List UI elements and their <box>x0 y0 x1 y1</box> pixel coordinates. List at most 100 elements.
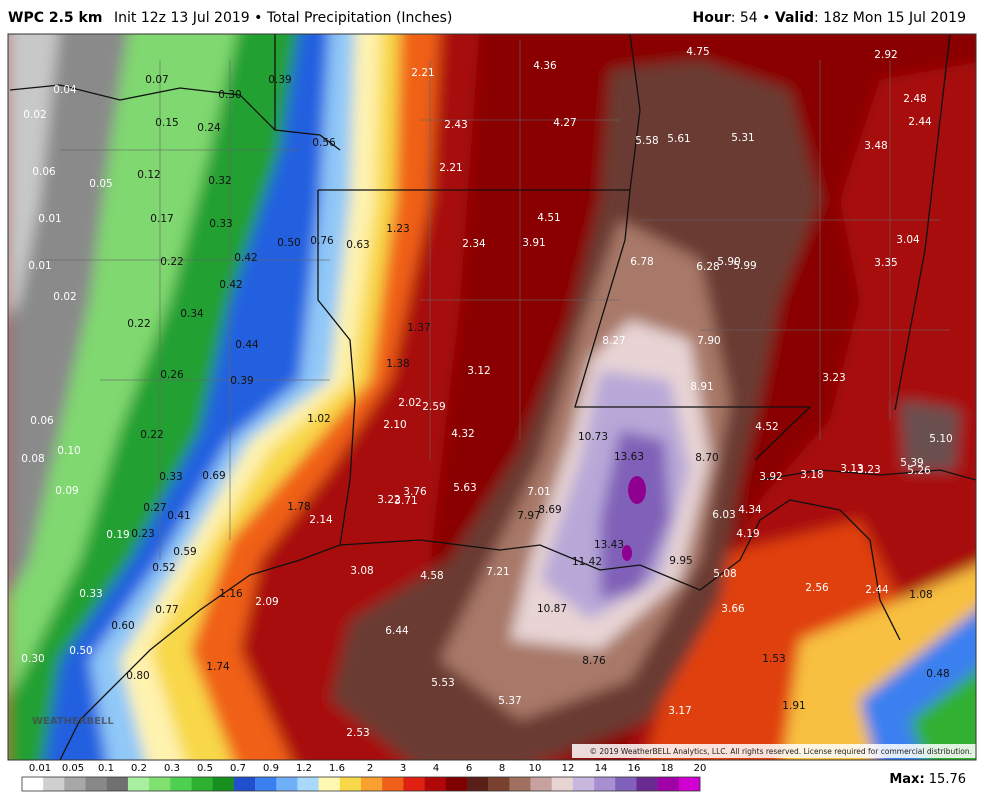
valid-label: Valid <box>775 10 814 26</box>
precip-label: 0.42 <box>234 252 257 264</box>
colorbar-swatch <box>509 777 531 791</box>
precip-label: 3.71 <box>394 495 417 507</box>
precip-label: 0.39 <box>230 375 253 387</box>
colorbar-label: 12 <box>562 763 575 774</box>
precip-label: 5.26 <box>907 465 931 477</box>
map-frame <box>7 33 977 761</box>
precip-label: 5.37 <box>498 695 521 707</box>
colorbar-swatch <box>678 777 701 791</box>
colorbar-swatch <box>191 777 213 791</box>
precip-label: 4.58 <box>420 570 443 582</box>
precip-label: 7.97 <box>517 510 540 522</box>
colorbar-label: 18 <box>661 763 674 774</box>
precip-field <box>8 34 976 760</box>
county-lines <box>40 40 950 560</box>
precip-label: 3.13 <box>840 463 863 475</box>
precip-label: 3.76 <box>403 486 427 498</box>
precip-label: 0.59 <box>173 546 196 558</box>
colorbar-swatch <box>106 777 129 791</box>
colorbar-label: 0.3 <box>164 763 180 774</box>
precip-label: 5.39 <box>900 457 923 469</box>
colorbar-swatch <box>530 777 552 791</box>
precip-label: 0.77 <box>155 604 178 616</box>
precip-label: 0.23 <box>131 528 154 540</box>
precip-label: 1.91 <box>782 700 805 712</box>
precip-label: 0.80 <box>126 670 149 682</box>
precip-label: 5.10 <box>929 433 952 445</box>
colorbar-swatch <box>445 777 468 791</box>
precip-label: 1.78 <box>287 501 310 513</box>
state-lines <box>9 34 976 760</box>
precip-label: 2.10 <box>383 419 406 431</box>
precip-label: 7.90 <box>697 335 720 347</box>
precip-label: 4.75 <box>686 46 709 58</box>
precip-label: 0.39 <box>268 74 291 86</box>
precip-label: 5.61 <box>667 133 690 145</box>
precip-label: 0.02 <box>53 291 76 303</box>
precip-label: 4.34 <box>738 504 762 516</box>
colorbar-label: 1.6 <box>329 763 345 774</box>
colorbar-label: 14 <box>595 763 608 774</box>
colorbar-swatch <box>149 777 171 791</box>
precip-label: 2.02 <box>398 397 421 409</box>
colorbar-label: 0.9 <box>263 763 279 774</box>
precip-label: 1.02 <box>307 413 330 425</box>
precip-label: 0.76 <box>310 235 334 247</box>
colorbar-frame <box>21 776 701 792</box>
precip-label: 0.22 <box>127 318 150 330</box>
precip-label: 4.32 <box>451 428 474 440</box>
precip-label: 2.14 <box>309 514 333 526</box>
precip-label: 9.95 <box>669 555 692 567</box>
precip-label: 2.44 <box>865 584 889 596</box>
colorbar-swatch <box>403 777 425 791</box>
precip-label: 5.90 <box>717 256 740 268</box>
colorbar-label: 2 <box>367 763 373 774</box>
precip-label: 0.17 <box>150 213 173 225</box>
colorbar-label: 0.01 <box>29 763 51 774</box>
precip-label: 2.34 <box>462 238 486 250</box>
precip-label: 0.33 <box>79 588 102 600</box>
precip-label: 3.17 <box>668 705 691 717</box>
precip-label: 0.44 <box>235 339 259 351</box>
colorbar: 0.01 0.05 0.1 0.2 0.3 0.5 0.7 0.9 1.2 1.6 2 3 4 6 8 10 1… <box>21 763 706 792</box>
precip-label: 2.59 <box>422 401 445 413</box>
max-label: Max: <box>889 772 924 787</box>
precip-label: 1.16 <box>219 588 243 600</box>
colorbar-label: 6 <box>466 763 472 774</box>
hour-label: Hour <box>693 10 731 26</box>
precip-label: 5.53 <box>431 677 454 689</box>
colorbar-swatch <box>212 777 235 791</box>
precip-label: 0.10 <box>57 445 80 457</box>
precip-label: 0.06 <box>30 415 54 427</box>
precip-label: 2.21 <box>439 162 462 174</box>
precip-label: 0.41 <box>167 510 190 522</box>
precip-label: 0.42 <box>219 279 242 291</box>
precip-label: 5.58 <box>635 135 658 147</box>
precip-label: 0.12 <box>137 169 160 181</box>
colorbar-swatch <box>551 777 574 791</box>
precip-label: 0.63 <box>346 239 369 251</box>
colorbar-swatch <box>318 777 341 791</box>
precip-label: 3.12 <box>467 365 490 377</box>
colorbar-swatch <box>594 777 616 791</box>
colorbar-swatch <box>64 777 86 791</box>
precip-label: 0.26 <box>160 369 184 381</box>
field-max <box>628 476 646 504</box>
precip-label: 2.44 <box>908 116 932 128</box>
precip-label: 0.09 <box>55 485 78 497</box>
field-brown-east <box>900 400 960 470</box>
precip-label: 8.27 <box>602 335 625 347</box>
precip-label: 3.48 <box>864 140 887 152</box>
precip-label: 2.43 <box>444 119 467 131</box>
colorbar-swatch <box>572 777 595 791</box>
precip-label: 7.01 <box>527 486 550 498</box>
precip-label: 0.24 <box>197 122 221 134</box>
precip-label: 0.50 <box>69 645 92 657</box>
field-purple <box>600 430 670 600</box>
copyright: © 2019 WeatherBELL Analytics, LLC. All r… <box>590 747 972 756</box>
precip-label: 6.78 <box>630 256 653 268</box>
watermark: WEATHERBELL <box>32 716 114 727</box>
precip-label: 13.43 <box>594 539 624 551</box>
colorbar-label: 3 <box>400 763 406 774</box>
precip-label: 0.50 <box>277 237 300 249</box>
